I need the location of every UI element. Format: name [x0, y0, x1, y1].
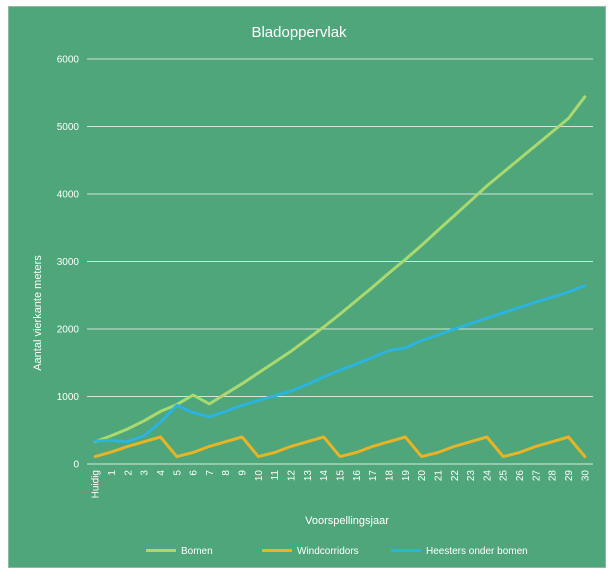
x-tick-label: Huidig	[91, 470, 102, 498]
x-tick-label: 30	[580, 470, 591, 482]
x-tick-label: 1	[107, 470, 118, 476]
series-lines	[93, 95, 587, 459]
legend-label: Windcorridors	[297, 546, 359, 557]
x-tick-label: 16	[352, 470, 363, 482]
x-tick-label: 2	[123, 470, 134, 476]
y-tick-label: 4000	[57, 190, 80, 201]
legend-item-bomen: Bomen	[146, 546, 213, 557]
y-tick-label: 2000	[57, 325, 80, 336]
legend: Bomen Windcorridors Heesters onder bomen	[146, 546, 528, 557]
legend-label: Bomen	[181, 546, 213, 557]
y-axis-label: Aantal vierkante meters	[32, 255, 44, 371]
x-tick-label: 3	[140, 470, 151, 476]
x-tick-label: 8	[221, 470, 232, 476]
x-tick-label: 7	[205, 470, 216, 476]
series-line-windcorridors	[93, 435, 587, 459]
x-tick-label: 9	[238, 470, 249, 476]
x-tick-label: 21	[433, 470, 444, 482]
x-tick-label: 12	[287, 470, 298, 482]
y-tick-label: 5000	[57, 122, 80, 133]
legend-label: Heesters onder bomen	[426, 546, 528, 557]
x-tick-label: 25	[499, 470, 510, 482]
x-tick-label: 13	[303, 470, 314, 482]
x-tick-label: 27	[531, 470, 542, 482]
x-tick-label: 22	[450, 470, 461, 482]
x-tick-label: 5	[172, 470, 183, 476]
x-tick-label: 18	[384, 470, 395, 482]
x-axis-ticks: Huidig 1 2 3 4 5 6 7 8 9 10 11 12 13 14 15 16 17 18 19 20 21 2…	[91, 470, 592, 499]
x-tick-label: 26	[515, 470, 526, 482]
x-tick-label: 24	[482, 470, 493, 482]
y-tick-label: 1000	[57, 392, 80, 403]
x-tick-label: 15	[336, 470, 347, 482]
x-tick-label: 29	[564, 470, 575, 482]
x-tick-label: 6	[189, 470, 200, 476]
x-tick-label: 4	[156, 470, 167, 476]
grid	[87, 58, 593, 465]
x-tick-label: 20	[417, 470, 428, 482]
x-tick-label: 19	[401, 470, 412, 482]
x-tick-label: 11	[270, 470, 281, 481]
x-tick-label: 28	[548, 470, 559, 482]
x-tick-label: 10	[254, 470, 265, 482]
y-axis-ticks: 0 1000 2000 3000 4000 5000 6000	[57, 55, 80, 471]
x-tick-label: 14	[319, 470, 330, 482]
legend-item-windcorridors: Windcorridors	[262, 546, 359, 557]
chart-area: Bladoppervlak 0 1000 2000 3000 4000 5000 6000 …	[8, 6, 606, 568]
y-tick-label: 6000	[57, 55, 80, 66]
x-tick-label: 17	[368, 470, 379, 482]
y-tick-label: 3000	[57, 257, 80, 268]
y-tick-label: 0	[73, 460, 79, 471]
series-line-bomen	[93, 95, 587, 444]
chart-title: Bladoppervlak	[251, 24, 347, 41]
line-chart: Bladoppervlak 0100020003000400050006000 …	[32, 24, 593, 557]
x-tick-label: 23	[466, 470, 477, 482]
series-line-heesters-onder-bomen	[93, 284, 587, 444]
x-axis-label: Voorspellingsjaar	[305, 515, 389, 527]
legend-item-heesters-onder-bomen: Heesters onder bomen	[391, 546, 528, 557]
